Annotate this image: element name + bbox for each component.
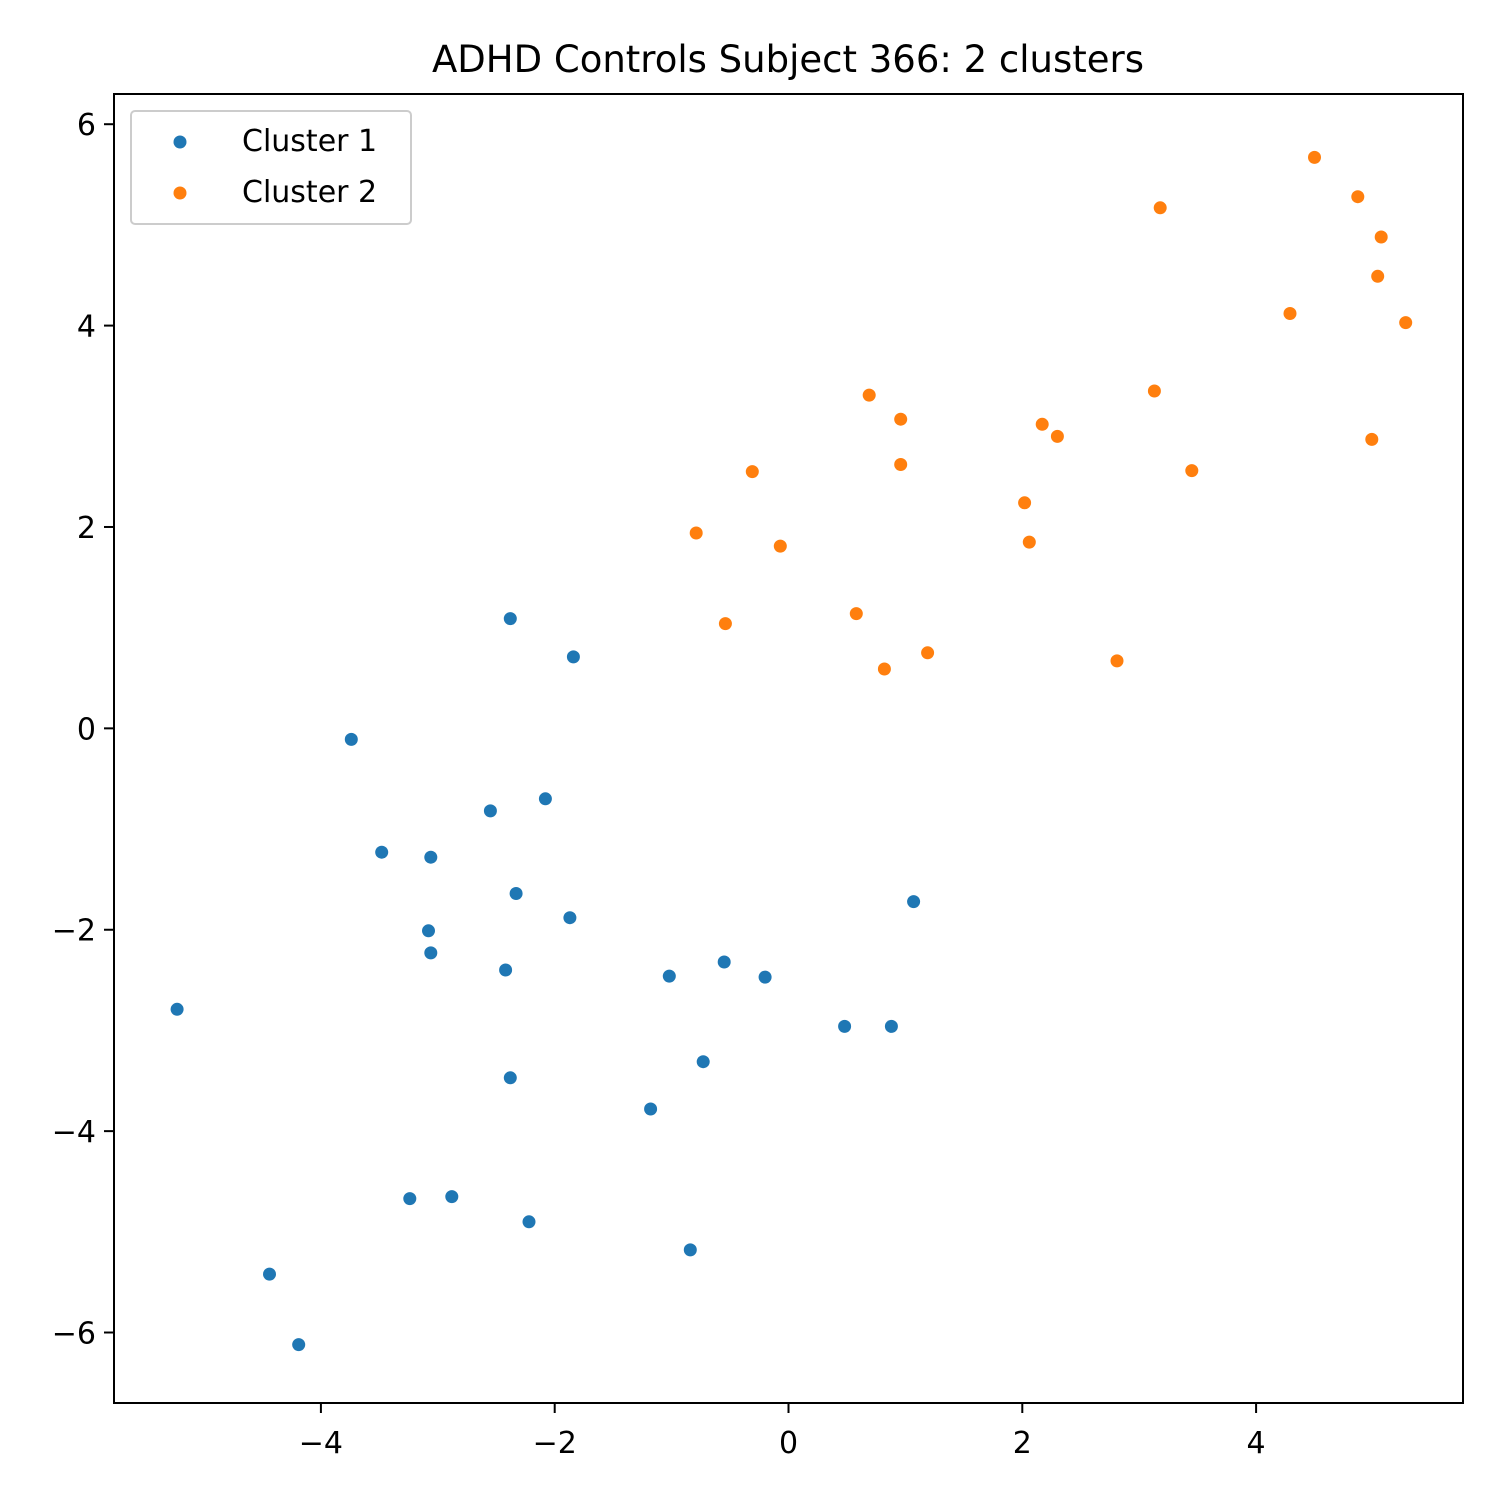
point-cluster-1-2 xyxy=(566,650,580,664)
x-tick-label: 2 xyxy=(1013,1426,1032,1461)
point-cluster-2-7 xyxy=(1399,316,1413,330)
point-cluster-1-20 xyxy=(696,1055,710,1069)
point-cluster-1-19 xyxy=(884,1019,898,1033)
point-cluster-2-6 xyxy=(1283,307,1297,320)
point-cluster-1-15 xyxy=(717,955,731,969)
x-tick-label: −2 xyxy=(533,1426,577,1461)
point-cluster-2-19 xyxy=(773,539,787,553)
y-tick-label: 0 xyxy=(77,712,96,747)
y-tick-label: −2 xyxy=(52,914,96,949)
point-cluster-2-10 xyxy=(894,412,908,426)
point-cluster-2-8 xyxy=(1147,384,1161,398)
point-cluster-2-2 xyxy=(1351,190,1365,204)
point-cluster-2-17 xyxy=(1018,496,1032,510)
y-tick-label: 4 xyxy=(77,310,96,345)
point-cluster-1-27 xyxy=(263,1267,276,1281)
point-cluster-1-14 xyxy=(662,969,676,983)
point-cluster-1-13 xyxy=(907,895,921,909)
point-cluster-1-26 xyxy=(683,1243,697,1257)
point-cluster-1-5 xyxy=(538,792,552,806)
legend: Cluster 1 Cluster 2 xyxy=(130,110,412,225)
point-cluster-1-11 xyxy=(424,946,438,960)
point-cluster-2-15 xyxy=(1185,464,1199,478)
point-cluster-1-28 xyxy=(292,1338,306,1352)
chart-title: ADHD Controls Subject 366: 2 clusters xyxy=(432,38,1144,81)
legend-box xyxy=(130,110,412,225)
data-points xyxy=(170,150,1413,1352)
point-cluster-1-25 xyxy=(522,1215,536,1229)
legend-marker-cluster-1 xyxy=(173,135,187,149)
point-cluster-1-22 xyxy=(644,1102,658,1116)
y-tick-label: 6 xyxy=(77,108,96,143)
y-tick-label: −6 xyxy=(52,1317,96,1352)
x-tick-label: 4 xyxy=(1247,1426,1266,1461)
point-cluster-1-8 xyxy=(509,887,523,900)
point-cluster-2-11 xyxy=(1035,417,1049,431)
point-cluster-2-1 xyxy=(1308,150,1321,164)
point-cluster-2-20 xyxy=(1022,535,1036,549)
point-cluster-1-23 xyxy=(403,1192,417,1206)
point-cluster-1-24 xyxy=(445,1190,459,1204)
point-cluster-1-6 xyxy=(375,845,389,859)
point-cluster-2-25 xyxy=(1110,654,1124,668)
point-cluster-2-3 xyxy=(1153,201,1167,215)
legend-marker-cluster-2 xyxy=(173,186,187,200)
point-cluster-2-21 xyxy=(849,607,863,621)
point-cluster-2-16 xyxy=(745,465,759,479)
point-cluster-2-5 xyxy=(1371,269,1385,283)
y-tick-label: 2 xyxy=(77,511,96,546)
x-axis: −4 −2 0 2 4 xyxy=(299,1403,1266,1461)
point-cluster-1-1 xyxy=(503,612,517,626)
x-tick-label: 0 xyxy=(779,1426,798,1461)
point-cluster-1-10 xyxy=(422,924,435,938)
y-tick-label: −4 xyxy=(52,1115,96,1150)
point-cluster-2-23 xyxy=(921,646,935,660)
point-cluster-1-16 xyxy=(758,970,772,984)
point-cluster-1-4 xyxy=(483,804,497,818)
point-cluster-2-9 xyxy=(862,388,876,402)
point-cluster-1-17 xyxy=(170,1002,184,1016)
point-cluster-2-18 xyxy=(689,526,703,540)
point-cluster-1-7 xyxy=(424,850,438,864)
point-cluster-1-12 xyxy=(499,963,513,977)
point-cluster-2-13 xyxy=(1365,432,1379,446)
point-cluster-2-22 xyxy=(718,617,732,631)
legend-label-cluster-1: Cluster 1 xyxy=(242,124,377,159)
point-cluster-2-12 xyxy=(1050,429,1064,443)
x-tick-label: −4 xyxy=(299,1426,343,1461)
point-cluster-1-21 xyxy=(503,1071,517,1085)
point-cluster-1-18 xyxy=(838,1019,852,1033)
point-cluster-2-24 xyxy=(877,662,891,676)
point-cluster-2-14 xyxy=(894,458,908,471)
point-cluster-1-9 xyxy=(563,911,577,925)
point-cluster-1-3 xyxy=(344,732,358,746)
point-cluster-2-4 xyxy=(1374,230,1388,244)
legend-label-cluster-2: Cluster 2 xyxy=(242,175,377,210)
y-axis: −6 −4 −2 0 2 4 6 xyxy=(52,108,114,1352)
